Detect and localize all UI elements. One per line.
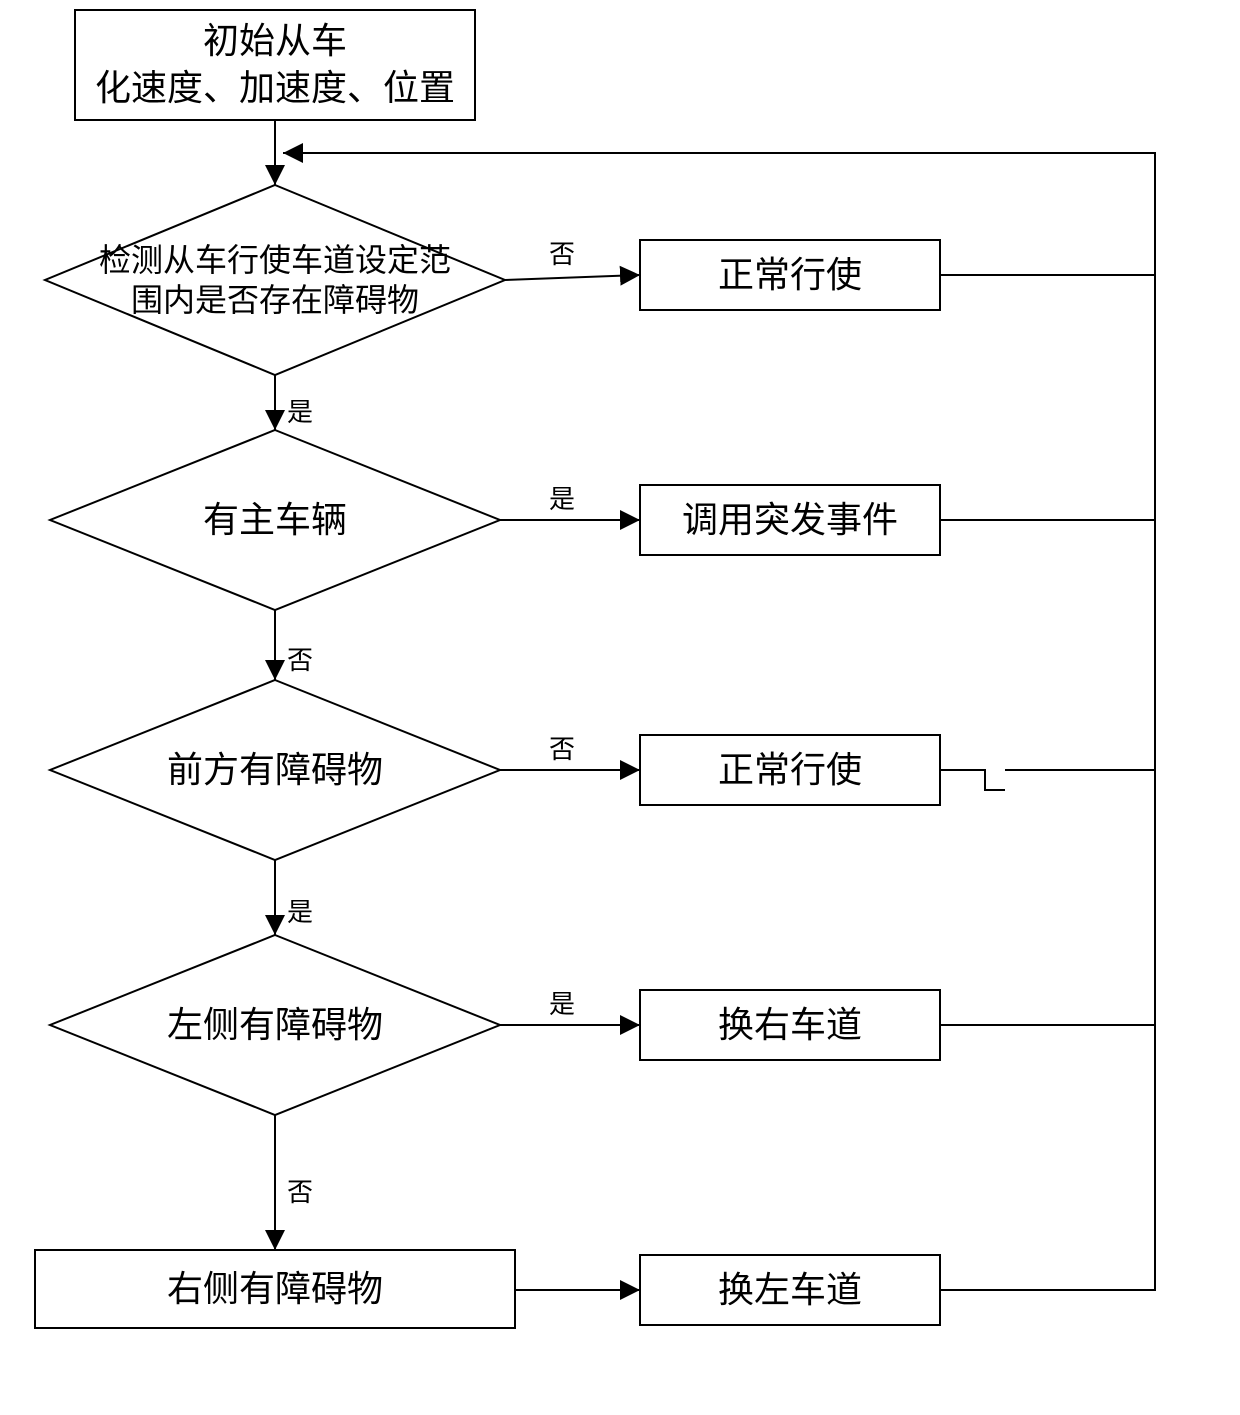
node-label-r4: 换右车道 [640, 990, 940, 1060]
edge-label-e2: 否 [542, 236, 582, 268]
node-label-r3: 正常行使 [640, 735, 940, 805]
edge-label-e5: 是 [280, 894, 320, 926]
edge-fb3a [940, 770, 1005, 790]
edge-fb5 [940, 275, 1155, 1290]
edge-label-e4: 是 [542, 481, 582, 513]
node-label-r5: 换左车道 [640, 1255, 940, 1325]
edge-label-e8: 是 [542, 986, 582, 1018]
edge-label-e1: 是 [280, 394, 320, 426]
node-label-d1: 检测从车行使车道设定范围内是否存在障碍物 [45, 185, 505, 375]
node-label-r2: 调用突发事件 [640, 485, 940, 555]
node-label-d3: 前方有障碍物 [50, 680, 500, 860]
node-label-d4: 左侧有障碍物 [50, 935, 500, 1115]
node-label-n0: 初始从车化速度、加速度、位置 [75, 10, 475, 120]
edge-label-e6: 否 [542, 731, 582, 763]
node-label-r1: 正常行使 [640, 240, 940, 310]
edge-e2 [505, 275, 640, 280]
edge-label-e7: 否 [280, 1174, 320, 1206]
node-label-d2: 有主车辆 [50, 430, 500, 610]
edge-label-e3: 否 [280, 642, 320, 674]
node-label-n5: 右侧有障碍物 [35, 1250, 515, 1328]
